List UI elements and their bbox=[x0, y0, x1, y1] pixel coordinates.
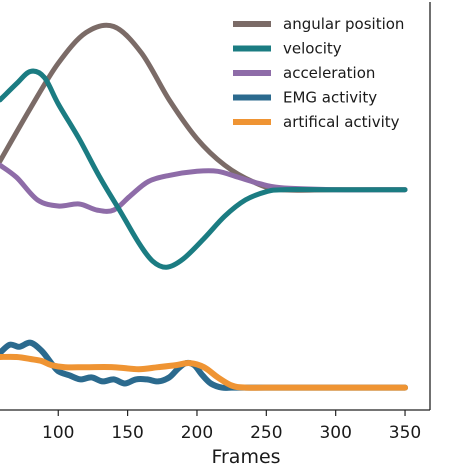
series-layer bbox=[0, 22, 408, 391]
legend-label: artifical activity bbox=[283, 113, 400, 131]
series-line-acceleration bbox=[0, 162, 408, 214]
x-tick-label: 150 bbox=[111, 423, 143, 443]
legend-label: velocity bbox=[283, 40, 342, 58]
legend-label: EMG activity bbox=[283, 89, 377, 107]
x-tick-label: 300 bbox=[319, 423, 351, 443]
series-line-artifical-activity bbox=[0, 353, 408, 391]
series-line-velocity bbox=[0, 68, 408, 270]
x-axis-label: Frames bbox=[211, 446, 280, 468]
x-tick-label: 350 bbox=[389, 423, 421, 443]
axes: 100 150 200 250 300 350 bbox=[0, 2, 431, 443]
x-tick-label: 100 bbox=[42, 423, 74, 443]
legend: angular position velocity acceleration EMG … bbox=[233, 15, 404, 131]
legend-label: angular position bbox=[283, 15, 404, 33]
x-tick-label: 200 bbox=[181, 423, 213, 443]
x-tick-label: 250 bbox=[250, 423, 282, 443]
legend-label: acceleration bbox=[283, 64, 375, 82]
